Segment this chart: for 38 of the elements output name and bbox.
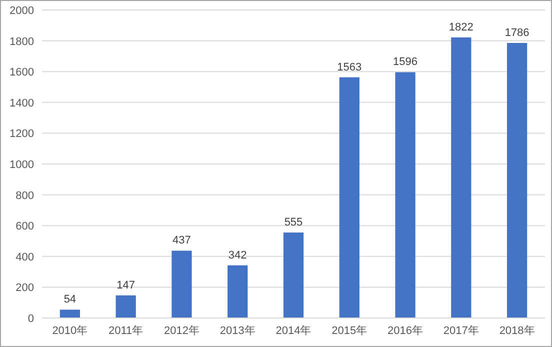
x-tick-label: 2014年 bbox=[276, 325, 312, 337]
x-tick-label: 2010年 bbox=[52, 325, 88, 337]
bar bbox=[339, 77, 360, 318]
x-tick-label: 2011年 bbox=[108, 325, 144, 337]
data-label: 54 bbox=[64, 294, 76, 306]
y-tick-label: 0 bbox=[28, 313, 34, 325]
data-label: 437 bbox=[172, 234, 191, 247]
y-tick-label: 2000 bbox=[10, 5, 34, 17]
data-label: 147 bbox=[116, 279, 136, 292]
y-tick-label: 600 bbox=[16, 220, 34, 233]
bar bbox=[116, 295, 136, 318]
bar bbox=[395, 72, 416, 318]
bar bbox=[60, 310, 80, 318]
y-tick-label: 1000 bbox=[10, 159, 34, 171]
y-tick-label: 1800 bbox=[10, 36, 34, 48]
y-tick-label: 800 bbox=[16, 190, 34, 202]
x-tick-label: 2018年 bbox=[499, 325, 535, 337]
y-tick-label: 1200 bbox=[10, 128, 34, 140]
y-tick-label: 1600 bbox=[10, 66, 34, 79]
x-tick-label: 2017年 bbox=[443, 325, 479, 337]
data-label: 1822 bbox=[448, 21, 474, 34]
x-tick-label: 2013年 bbox=[220, 325, 256, 337]
bar bbox=[228, 265, 248, 318]
bar bbox=[506, 42, 528, 318]
data-label: 1563 bbox=[337, 61, 362, 74]
data-label: 1596 bbox=[393, 56, 418, 68]
bar bbox=[283, 232, 304, 318]
x-tick-label: 2012年 bbox=[164, 325, 200, 337]
data-label: 342 bbox=[228, 249, 247, 262]
x-tick-label: 2016年 bbox=[388, 325, 424, 337]
data-label: 1786 bbox=[504, 26, 530, 39]
data-label: 555 bbox=[284, 216, 303, 229]
y-tick-label: 1400 bbox=[10, 97, 34, 110]
y-tick-label: 200 bbox=[16, 282, 34, 294]
bar bbox=[172, 250, 192, 318]
bar bbox=[451, 37, 472, 318]
y-tick-label: 400 bbox=[16, 251, 34, 264]
x-tick-label: 2015年 bbox=[332, 325, 368, 337]
